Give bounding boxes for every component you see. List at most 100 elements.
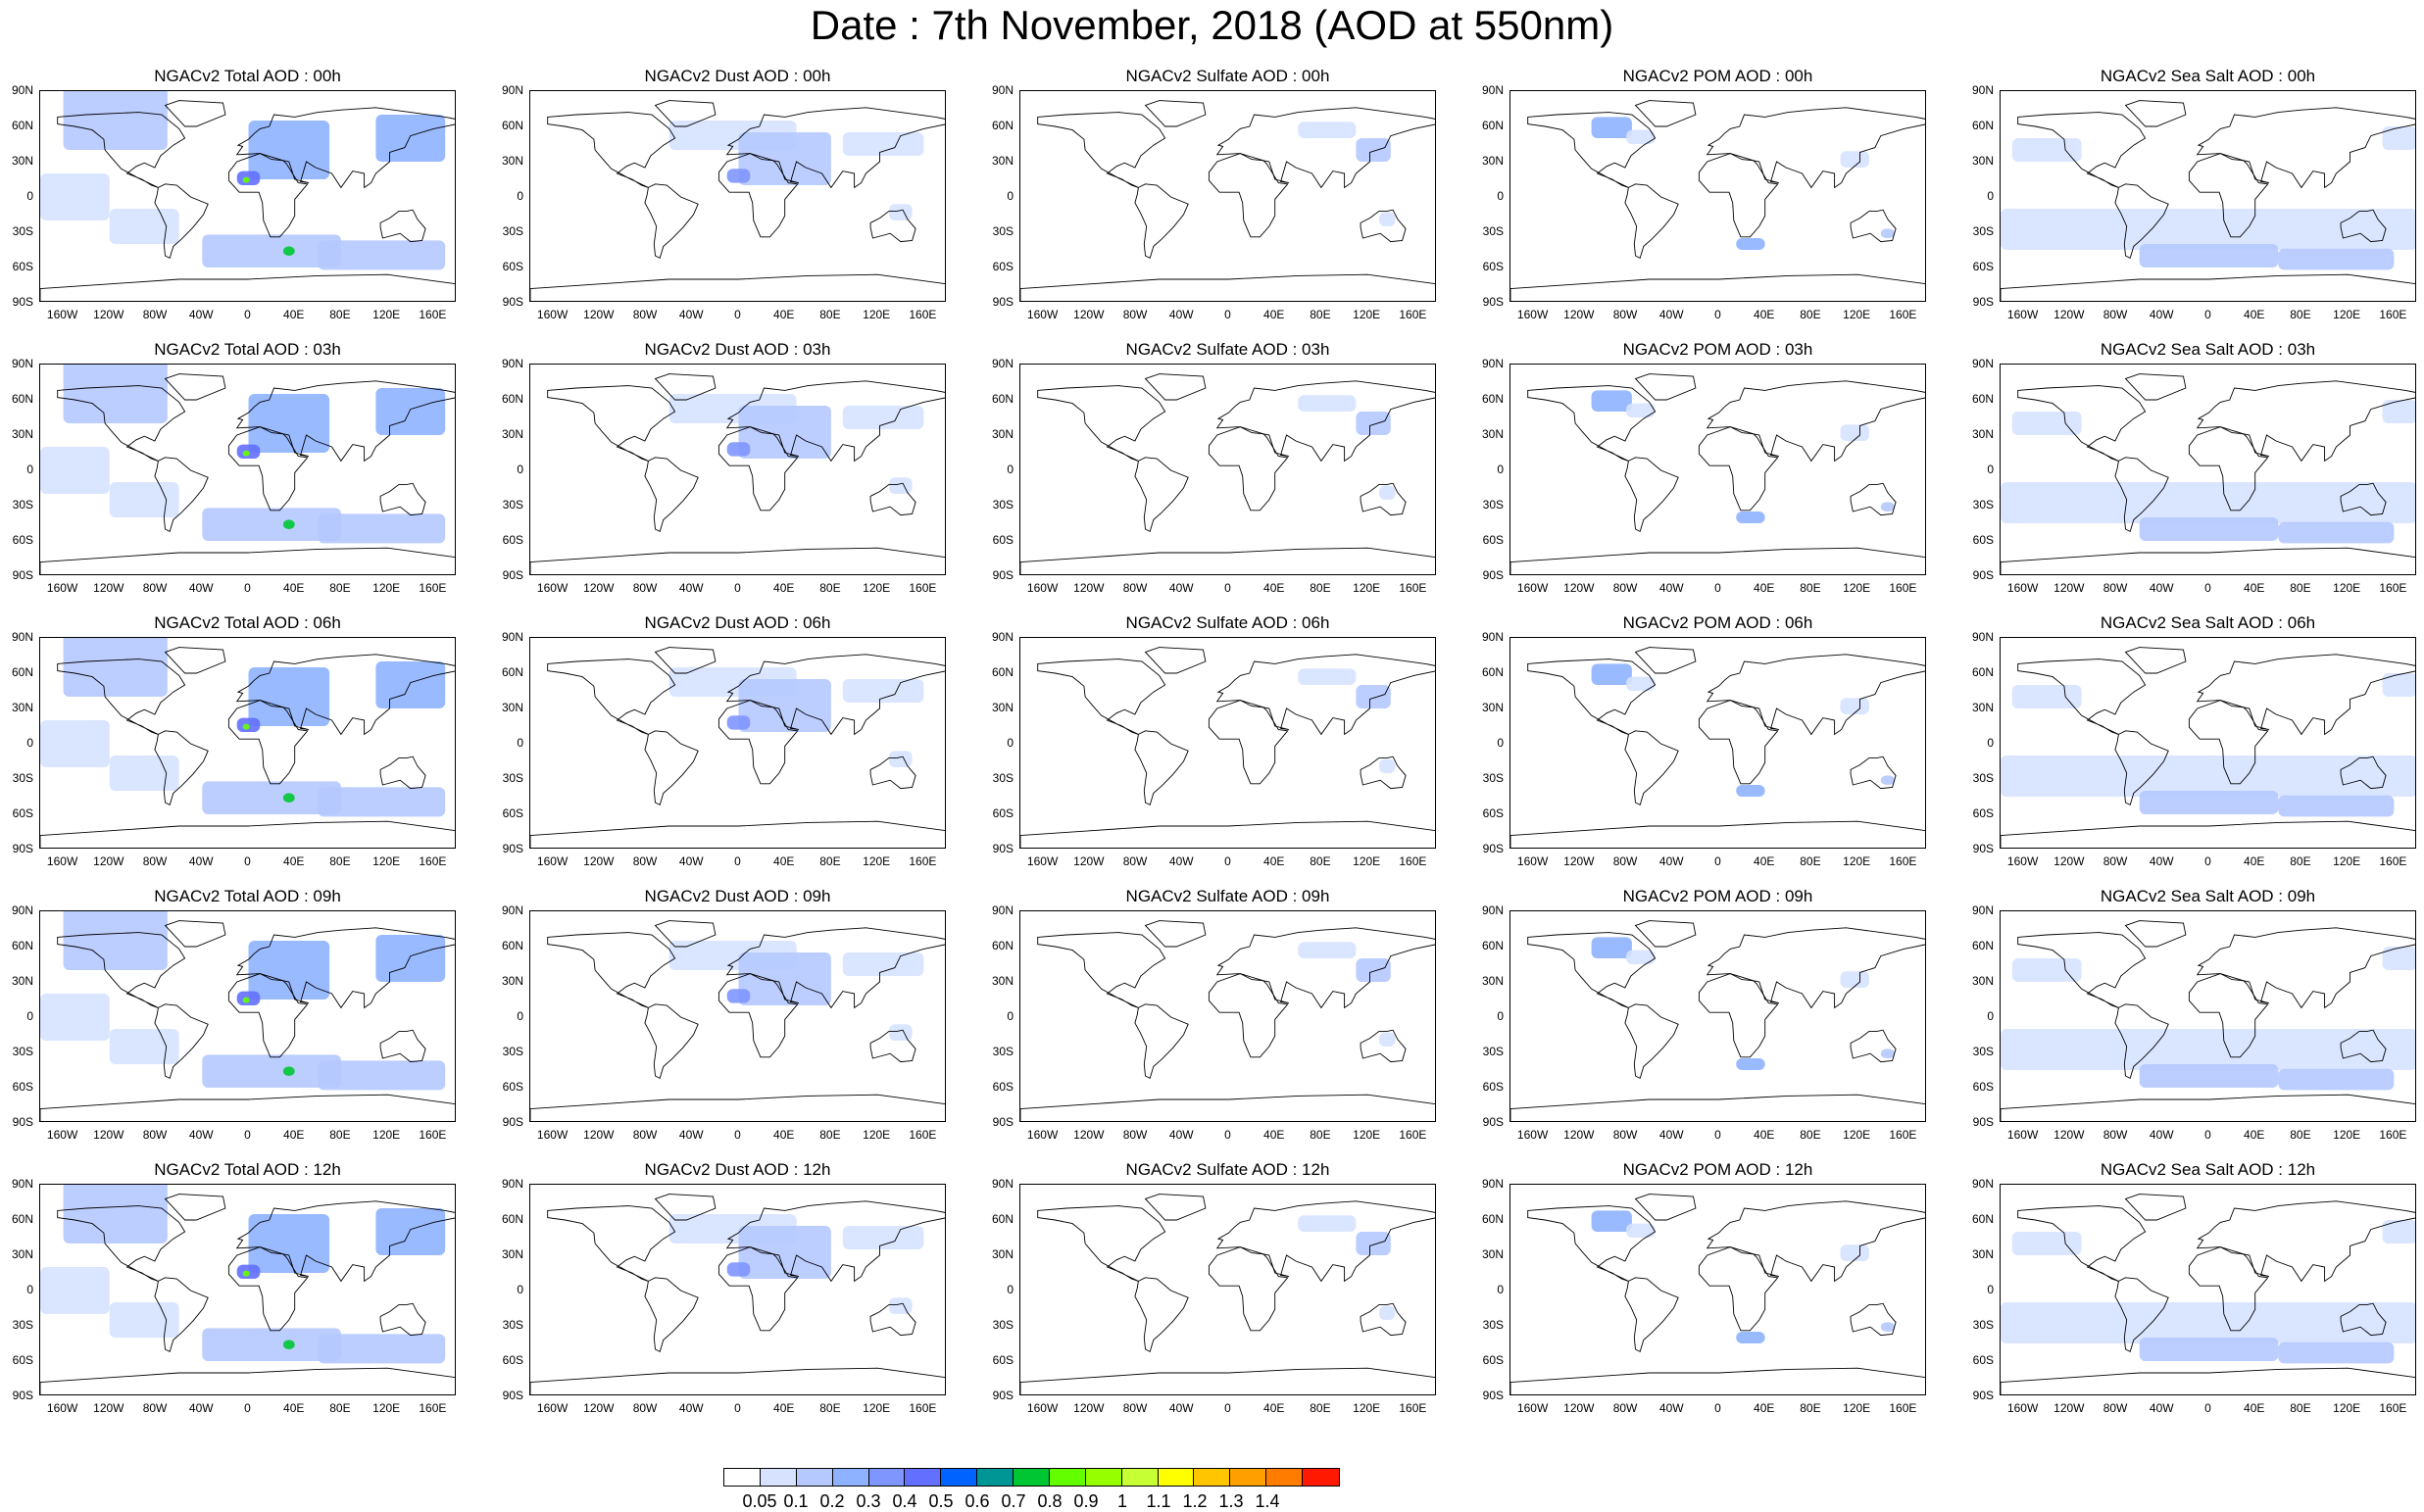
lon-label: 80W: [2102, 581, 2128, 595]
lon-label: 40W: [2149, 1128, 2174, 1142]
aod-plume: [1736, 512, 1765, 523]
aod-plume: [109, 482, 179, 517]
aod-plume: [202, 1328, 341, 1361]
aod-plume: [738, 132, 831, 185]
colorbar-box: [832, 1469, 869, 1486]
lat-label: 30S: [1482, 1318, 1504, 1332]
aod-plume: [202, 781, 341, 814]
lon-label: 40E: [1754, 854, 1775, 868]
aod-plume: [242, 450, 250, 457]
lat-label: 60N: [1971, 939, 1994, 952]
coastline: [547, 1205, 676, 1282]
colorbar-box: [1085, 1469, 1122, 1486]
lat-label: 90N: [1971, 630, 1994, 644]
lon-label: 120W: [93, 1128, 124, 1142]
lon-label: 40E: [1754, 581, 1775, 595]
coastline: [654, 920, 717, 948]
lat-label: 60S: [992, 1353, 1014, 1367]
lon-label: 40E: [1263, 308, 1285, 321]
aod-plume: [2011, 138, 2082, 162]
lon-label: 80E: [1310, 581, 1331, 595]
panel-title: NGACv2 Dust AOD : 09h: [644, 887, 831, 905]
coastline: [1527, 385, 1657, 462]
lon-label: 40E: [283, 1401, 305, 1415]
colorbar-box: [868, 1469, 906, 1486]
lat-label: 0: [1987, 463, 1994, 476]
lat-label: 90N: [991, 630, 1014, 644]
lon-label: 160E: [1889, 581, 1917, 595]
map-panel-total-1: NGACv2 Total AOD : 03h 90N 60N 30N 0 30S 60S 90…: [0, 340, 490, 628]
lat-label: 60S: [1482, 260, 1504, 273]
lon-label: 80W: [1612, 1128, 1638, 1142]
aod-plume: [109, 209, 179, 244]
lat-label: 60N: [501, 119, 523, 132]
lon-label: 160W: [536, 1128, 569, 1142]
lon-label: 0: [1224, 854, 1231, 868]
lat-label: 60N: [11, 392, 33, 406]
map-panel-total-4: NGACv2 Total AOD : 12h 90N 60N 30N 0 30S 60S 90…: [0, 1160, 490, 1448]
aod-plume: [1736, 238, 1765, 250]
map-panel-seasalt-0: NGACv2 Sea Salt AOD : 00h 90N 60N 30N 0 30S 60…: [1960, 67, 2424, 355]
lon-label: 40W: [2149, 1401, 2174, 1415]
map-frame: [1509, 910, 1926, 1122]
coastline: [379, 1029, 426, 1063]
lat-label: 30N: [501, 154, 523, 168]
aod-plume: [242, 723, 250, 730]
lat-label: 30S: [12, 498, 33, 512]
lon-label: 160W: [1516, 308, 1549, 321]
lon-label: 160W: [1516, 1401, 1549, 1415]
lat-label: 90N: [11, 357, 33, 370]
lat-label: 90N: [1971, 357, 1994, 370]
lon-label: 160E: [2379, 308, 2407, 321]
lon-label: 160W: [1516, 854, 1549, 868]
coastline: [1706, 1200, 1925, 1283]
aod-plume: [282, 1340, 295, 1349]
coastline: [2124, 100, 2187, 127]
lat-label: 30N: [11, 1247, 33, 1261]
coastline: [227, 1246, 309, 1332]
map-frame: [2000, 1184, 2416, 1395]
lat-label: 0: [1987, 1283, 1994, 1296]
lat-label: 90N: [11, 903, 33, 917]
lon-label: 80W: [1122, 1401, 1148, 1415]
lat-label: 90N: [991, 1177, 1014, 1191]
lon-label: 40W: [1168, 1128, 1194, 1142]
lon-label: 80W: [1122, 1128, 1148, 1142]
lon-label: 120W: [93, 308, 124, 321]
aod-plume: [63, 365, 168, 423]
lon-label: 80E: [329, 854, 351, 868]
map-frame: [1019, 1184, 1436, 1395]
panel-title: NGACv2 Sulfate AOD : 03h: [1125, 340, 1330, 359]
lon-label: 0: [734, 1401, 741, 1415]
map-panel-pom-1: NGACv2 POM AOD : 03h 90N 60N 30N 0 30S 60S 90S 1…: [1470, 340, 1960, 628]
lon-label: 120W: [1073, 1401, 1105, 1415]
lon-label: 120E: [372, 308, 401, 321]
coastline: [530, 1094, 945, 1121]
lat-label: 90S: [992, 1115, 1014, 1129]
coastline: [154, 1003, 209, 1080]
coastline: [235, 380, 455, 463]
coastline: [40, 547, 455, 574]
lat-label: 60N: [11, 1212, 33, 1226]
lat-label: 0: [517, 189, 523, 203]
coastline: [1037, 112, 1166, 188]
coastline: [654, 100, 717, 127]
coastline: [2188, 426, 2269, 512]
coastline: [2114, 1003, 2169, 1080]
aod-plume: [242, 1270, 250, 1277]
lon-label: 120W: [1563, 854, 1595, 868]
coastline: [2001, 1094, 2415, 1121]
coastline: [547, 658, 676, 735]
lat-label: 60N: [1971, 665, 1994, 679]
aod-plume: [375, 115, 446, 162]
lat-label: 60S: [502, 533, 523, 547]
coastline: [1215, 1200, 1435, 1283]
aod-plume: [40, 447, 110, 494]
coastline: [725, 107, 945, 189]
lat-label: 30N: [1481, 154, 1504, 168]
coastline: [1527, 1205, 1657, 1282]
coastline: [1706, 380, 1925, 463]
lon-label: 120E: [2333, 581, 2361, 595]
coastline: [1510, 820, 1925, 848]
map-frame: [2000, 637, 2416, 849]
